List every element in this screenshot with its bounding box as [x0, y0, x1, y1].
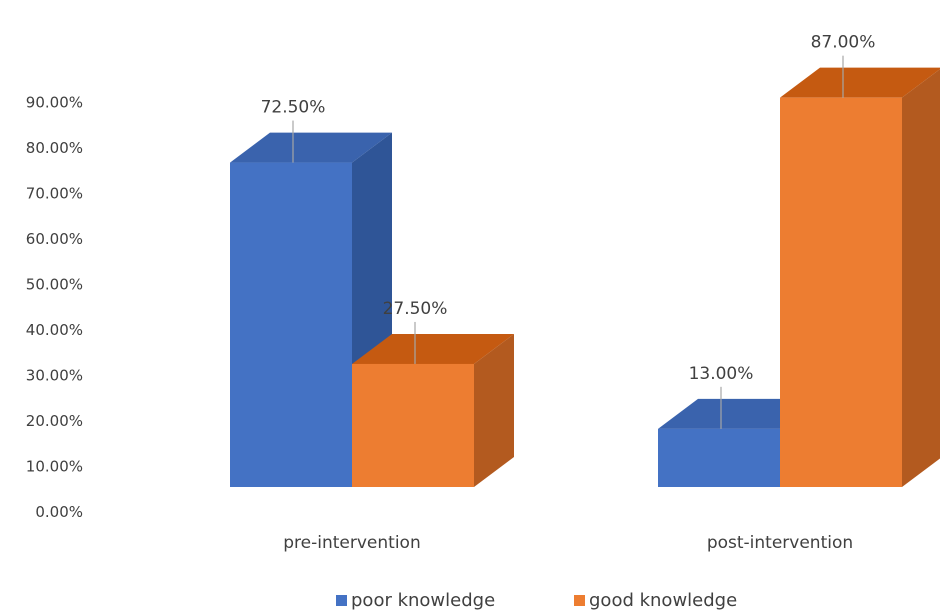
bar-top-face	[658, 398, 820, 429]
data-label-good-knowledge-pre-intervention: 27.50%	[383, 299, 448, 319]
legend-item-poor-knowledge: poor knowledge	[336, 590, 495, 611]
y-tick-label: 80.00%	[26, 139, 83, 157]
bar-side-face	[902, 69, 940, 487]
data-labels: 72.50% 27.50% 13.00% 87.00%	[261, 33, 876, 429]
bar-front-face	[230, 162, 352, 487]
bar-front-face	[658, 428, 780, 487]
bar-side-face	[474, 333, 514, 487]
legend-swatch	[336, 595, 347, 606]
bar-top-face	[230, 132, 392, 163]
bar-poor-knowledge-post-intervention	[658, 398, 820, 487]
y-tick-label: 60.00%	[26, 230, 83, 248]
y-tick-label: 10.00%	[26, 458, 83, 476]
y-axis: 0.00% 10.00% 20.00% 30.00% 40.00% 50.00% 60.00…	[26, 94, 83, 522]
x-category-label: post-intervention	[707, 533, 853, 553]
y-tick-label: 30.00%	[26, 367, 83, 385]
y-tick-label: 40.00%	[26, 321, 83, 339]
y-tick-label: 0.00%	[35, 503, 83, 521]
bar-top-face	[780, 67, 940, 98]
y-tick-label: 90.00%	[26, 94, 83, 112]
bar-good-knowledge-pre-intervention	[352, 333, 514, 487]
data-label-poor-knowledge-post-intervention: 13.00%	[689, 364, 754, 384]
data-label-good-knowledge-post-intervention: 87.00%	[811, 33, 876, 53]
x-category-label: pre-intervention	[283, 533, 420, 553]
data-label-poor-knowledge-pre-intervention: 72.50%	[261, 98, 326, 118]
bar-front-face	[352, 363, 474, 487]
legend-item-good-knowledge: good knowledge	[574, 590, 737, 611]
y-tick-label: 20.00%	[26, 412, 83, 430]
bar-good-knowledge-post-intervention	[780, 67, 940, 488]
y-tick-label: 70.00%	[26, 185, 83, 203]
legend-swatch	[574, 595, 585, 606]
legend-label: good knowledge	[589, 590, 737, 611]
bar-top-face	[352, 333, 514, 364]
legend-label: poor knowledge	[351, 590, 495, 611]
legend: poor knowledge good knowledge	[336, 590, 737, 611]
x-axis: pre-intervention post-intervention	[283, 533, 853, 553]
bar-front-face	[780, 97, 902, 488]
bars	[230, 67, 940, 488]
y-tick-label: 50.00%	[26, 276, 83, 294]
